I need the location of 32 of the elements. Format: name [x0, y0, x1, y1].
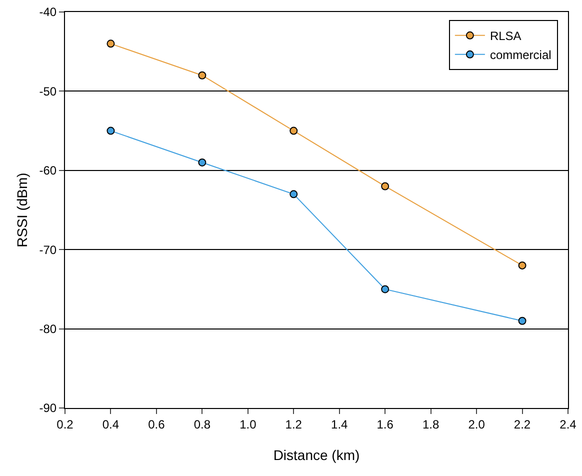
x-tick-label: 2.2	[514, 417, 531, 432]
y-tick-label: -50	[39, 84, 57, 98]
point	[518, 316, 526, 325]
y-tick-label: -80	[39, 322, 57, 336]
legend-label: RLSA	[490, 29, 522, 44]
x-tick-label: 1.6	[376, 417, 394, 432]
x-tick-label: 0.2	[56, 417, 74, 432]
x-axis-title: Distance (km)	[273, 447, 360, 463]
legend-label: commercial	[490, 48, 552, 62]
y-tick-label: -60	[39, 164, 57, 178]
point	[290, 126, 298, 135]
point	[106, 126, 115, 135]
x-tick-label: 0.4	[102, 417, 120, 432]
y-tick-label: -70	[39, 242, 57, 257]
point	[198, 71, 206, 80]
x-tick-label: 1.8	[422, 417, 440, 432]
x-tick-label: 2.0	[468, 417, 486, 432]
point	[290, 190, 298, 198]
x-tick-label: 1.2	[285, 417, 302, 432]
x-tick-label: 0.6	[148, 417, 166, 432]
x-tick-label: 1.4	[331, 417, 348, 432]
y-tick-label: -90	[39, 401, 57, 416]
point	[381, 285, 390, 294]
point	[518, 261, 526, 270]
x-tick-label: 1.0	[240, 417, 257, 432]
point	[198, 158, 206, 166]
y-tick-label: -40	[39, 5, 57, 20]
x-tick-label: 2.4	[560, 417, 577, 432]
point	[106, 40, 115, 48]
y-axis-title: RSSI (dBm)	[14, 172, 30, 248]
point	[381, 182, 390, 190]
x-tick-label: 0.8	[194, 417, 211, 432]
